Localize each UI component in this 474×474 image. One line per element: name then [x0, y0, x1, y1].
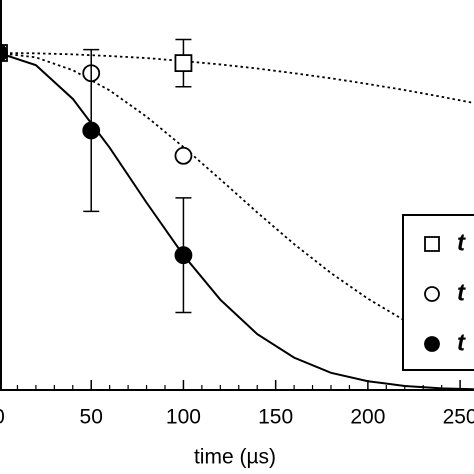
data-point	[0, 44, 8, 62]
legend-label: t	[457, 329, 466, 356]
fit-curve	[0, 52, 474, 104]
fit-curve	[0, 52, 474, 353]
legend-marker	[424, 336, 440, 352]
x-tick-label: 50	[80, 406, 103, 429]
x-tick-label: 0	[0, 406, 5, 429]
legend-marker	[424, 286, 440, 302]
data-point	[174, 54, 193, 73]
fit-curve	[0, 52, 474, 391]
x-tick-label: 150	[258, 406, 293, 429]
data-point	[82, 121, 101, 140]
legend-label: t	[457, 229, 466, 256]
data-point	[174, 146, 193, 165]
legend-marker	[424, 236, 440, 252]
legend-label: t	[457, 279, 466, 306]
x-axis-label: time (µs)	[194, 446, 276, 469]
x-tick-label: 250	[443, 406, 474, 429]
data-point	[174, 246, 193, 265]
x-tick-label: 200	[350, 406, 385, 429]
x-tick-label: 100	[166, 406, 201, 429]
